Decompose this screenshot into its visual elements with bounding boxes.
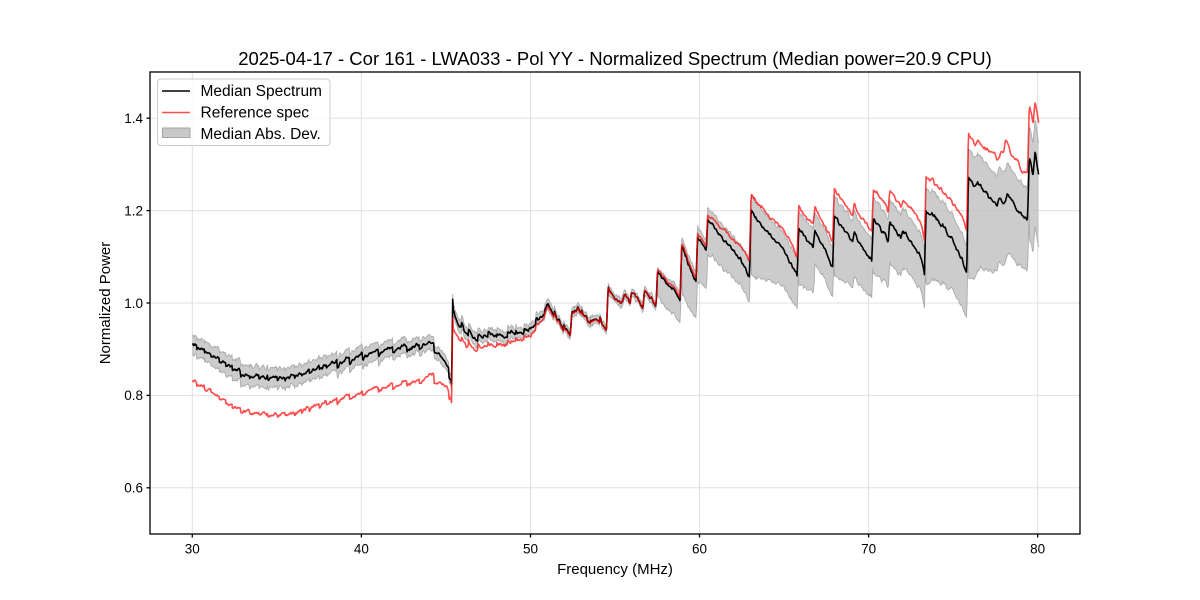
svg-text:Median Abs. Dev.: Median Abs. Dev.	[201, 126, 321, 143]
svg-text:0.8: 0.8	[124, 388, 143, 403]
svg-text:2025-04-17 - Cor 161 - LWA033: 2025-04-17 - Cor 161 - LWA033 - Pol YY -…	[238, 48, 992, 69]
svg-text:70: 70	[861, 542, 876, 557]
svg-text:Normalized Power: Normalized Power	[97, 242, 114, 365]
svg-text:30: 30	[185, 542, 200, 557]
svg-text:40: 40	[354, 542, 369, 557]
svg-text:Frequency (MHz): Frequency (MHz)	[557, 561, 673, 578]
svg-text:50: 50	[523, 542, 538, 557]
svg-text:80: 80	[1030, 542, 1045, 557]
svg-text:1.4: 1.4	[124, 111, 143, 126]
svg-text:0.6: 0.6	[124, 481, 143, 496]
svg-text:Median Spectrum: Median Spectrum	[201, 83, 322, 100]
svg-text:Reference spec: Reference spec	[201, 105, 310, 122]
svg-text:1.2: 1.2	[124, 203, 143, 218]
svg-text:60: 60	[692, 542, 707, 557]
svg-text:1.0: 1.0	[124, 296, 143, 311]
